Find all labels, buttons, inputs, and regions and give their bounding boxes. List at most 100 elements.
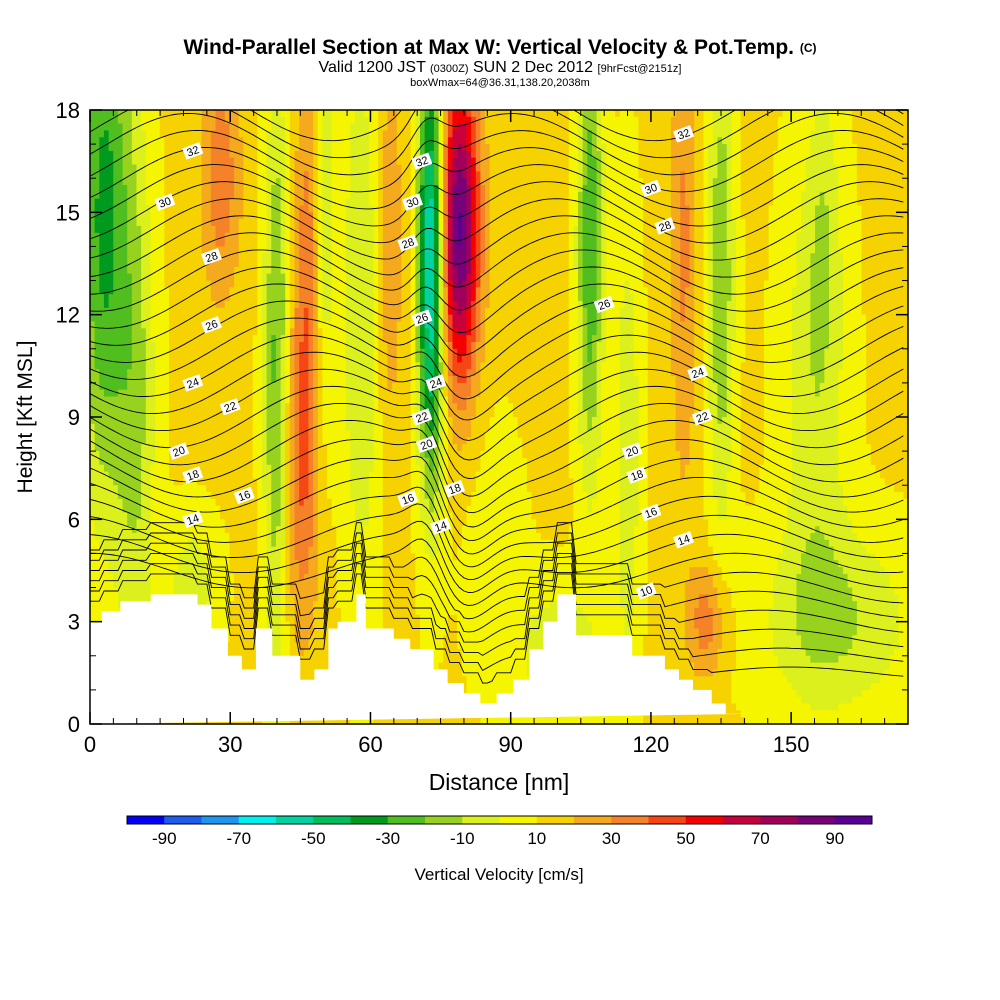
velocity-cell [712,191,728,200]
velocity-cell [684,287,695,295]
velocity-cell [694,403,705,411]
velocity-cell [452,355,458,364]
velocity-cell [838,457,872,466]
velocity-cell [638,423,649,432]
velocity-cell [145,389,156,398]
velocity-cell [285,417,291,425]
velocity-cell [317,512,333,520]
velocity-cell [424,355,435,364]
isentrope-label-text: 30 [157,195,173,210]
velocity-cell [782,546,807,555]
velocity-cell [815,239,830,248]
velocity-cell [587,355,593,364]
velocity-cell [164,198,203,207]
velocity-cell [452,246,468,254]
velocity-cell [838,376,867,384]
velocity-cell [605,266,644,275]
isentrope-label-text: 16 [237,489,253,504]
velocity-cell [633,539,649,548]
velocity-cell [712,232,728,241]
velocity-cell [438,116,444,125]
velocity-cell [122,137,133,145]
velocity-cell [647,628,686,636]
velocity-cell [308,567,319,575]
velocity-cell [415,307,421,316]
velocity-cell [317,457,328,466]
velocity-cell [703,321,709,329]
velocity-cell [568,348,579,357]
velocity-cell [252,437,263,445]
velocity-cell [601,273,607,282]
velocity-cell [531,498,574,507]
velocity-cell [257,116,272,125]
velocity-cell [438,232,444,241]
velocity-cell [257,178,268,186]
velocity-cell [717,389,728,398]
velocity-cell [433,253,440,261]
velocity-cell [694,280,705,288]
velocity-cell [703,253,709,261]
velocity-cell [257,608,268,616]
velocity-cell [447,287,454,295]
velocity-cell [90,444,96,452]
velocity-cell [164,239,203,248]
velocity-cell [90,430,96,439]
velocity-cell [90,601,119,609]
velocity-cell [736,662,779,671]
velocity-cell [703,437,714,445]
velocity-cell [201,205,212,213]
velocity-cell [169,355,254,364]
velocity-cell [424,301,435,309]
isentrope-label: 26 [411,309,433,327]
velocity-cell [452,396,468,404]
velocity-cell [141,307,152,316]
velocity-cell [782,110,816,118]
velocity-cell [736,648,774,657]
velocity-cell [294,376,300,384]
velocity-cell [703,335,709,343]
velocity-cell [131,335,147,343]
velocity-cell [285,389,291,398]
velocity-cell [90,287,100,295]
velocity-cell [415,567,621,575]
isentrope-label: 20 [168,442,190,460]
velocity-cell [169,396,254,404]
isentrope-label-text: 30 [643,182,659,197]
velocity-cell [322,225,333,234]
velocity-cell [633,307,649,316]
velocity-cell [680,266,691,275]
velocity-cell [740,171,774,179]
velocity-cell [382,253,402,261]
isentrope-label-text: 18 [629,468,645,483]
velocity-cell [703,376,709,384]
velocity-cell [438,212,444,220]
velocity-cell [299,260,314,268]
velocity-cell [596,369,602,377]
velocity-cell [280,594,286,602]
velocity-cell [257,232,268,241]
velocity-cell [810,369,825,377]
velocity-cell [289,321,296,329]
velocity-cell [150,546,184,555]
velocity-cell [475,150,482,159]
velocity-cell [726,478,742,486]
velocity-cell [266,328,286,336]
velocity-cell [573,512,621,520]
velocity-cell [852,587,895,595]
velocity-cell [145,382,156,391]
velocity-cell [141,457,156,466]
velocity-cell [275,341,282,350]
velocity-cell [475,253,482,261]
velocity-cell [155,403,170,411]
velocity-cell [90,273,100,282]
velocity-cell [271,498,282,507]
velocity-cell [828,273,844,282]
velocity-cell [596,123,602,132]
velocity-cell [796,689,863,698]
velocity-cell [466,348,472,357]
velocity-cell [568,198,579,207]
velocity-cell [619,382,640,391]
velocity-cell [289,260,296,268]
velocity-cell [736,621,770,630]
velocity-cell [638,430,649,439]
